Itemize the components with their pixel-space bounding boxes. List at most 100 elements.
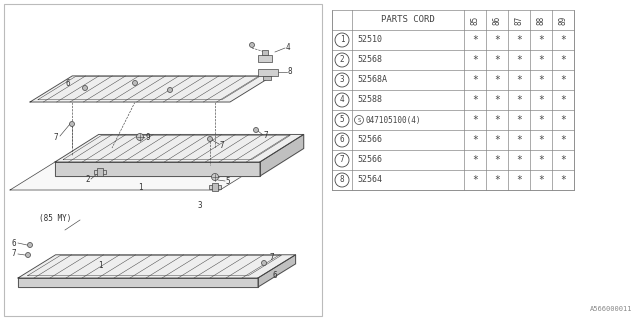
Text: *: * (538, 75, 544, 85)
Text: 7: 7 (340, 156, 344, 164)
Text: *: * (516, 95, 522, 105)
Circle shape (136, 133, 143, 140)
Polygon shape (258, 255, 296, 287)
Polygon shape (55, 134, 304, 162)
Bar (212, 183, 218, 191)
Text: 8: 8 (340, 175, 344, 185)
Text: PARTS CORD: PARTS CORD (381, 15, 435, 25)
Bar (209, 185, 221, 189)
Text: 1: 1 (340, 36, 344, 44)
Text: *: * (494, 95, 500, 105)
Circle shape (211, 173, 218, 180)
Text: *: * (516, 155, 522, 165)
Polygon shape (260, 134, 304, 176)
Bar (258, 55, 272, 62)
Text: 52568A: 52568A (357, 76, 387, 84)
Text: *: * (494, 175, 500, 185)
Text: *: * (472, 155, 478, 165)
Text: *: * (538, 35, 544, 45)
Text: *: * (538, 115, 544, 125)
Text: 9: 9 (146, 133, 150, 142)
Text: *: * (560, 75, 566, 85)
Text: 6: 6 (12, 238, 16, 247)
Text: *: * (560, 135, 566, 145)
Text: 4: 4 (340, 95, 344, 105)
Text: *: * (516, 135, 522, 145)
Text: 52588: 52588 (357, 95, 382, 105)
Text: 6: 6 (273, 270, 277, 279)
Text: *: * (560, 155, 566, 165)
Text: *: * (516, 175, 522, 185)
Text: *: * (560, 95, 566, 105)
Bar (258, 69, 278, 76)
Polygon shape (18, 255, 296, 278)
Text: *: * (538, 175, 544, 185)
Bar (262, 50, 268, 55)
Text: *: * (472, 95, 478, 105)
Text: *: * (560, 35, 566, 45)
Polygon shape (10, 158, 272, 190)
Text: A566000011: A566000011 (589, 306, 632, 312)
Text: *: * (494, 115, 500, 125)
Text: *: * (472, 135, 478, 145)
Text: 5: 5 (226, 177, 230, 186)
Circle shape (253, 127, 259, 132)
Circle shape (132, 81, 138, 85)
Text: *: * (538, 95, 544, 105)
Text: *: * (472, 75, 478, 85)
Text: 52568: 52568 (357, 55, 382, 65)
Text: (85 MY): (85 MY) (39, 213, 71, 222)
Bar (94, 170, 106, 174)
Text: *: * (494, 75, 500, 85)
Text: *: * (472, 175, 478, 185)
Circle shape (262, 260, 266, 266)
Text: 2: 2 (340, 55, 344, 65)
Text: 89: 89 (559, 15, 568, 25)
Text: *: * (494, 35, 500, 45)
Bar (97, 168, 103, 176)
Text: *: * (494, 155, 500, 165)
Text: 8: 8 (288, 68, 292, 76)
Text: 52510: 52510 (357, 36, 382, 44)
Text: 2: 2 (86, 175, 90, 185)
Text: 87: 87 (515, 15, 524, 25)
Bar (263, 76, 271, 80)
Text: *: * (516, 35, 522, 45)
Text: *: * (538, 155, 544, 165)
Text: 7: 7 (12, 250, 16, 259)
Text: 7: 7 (54, 132, 58, 141)
Circle shape (70, 122, 74, 126)
Text: S: S (357, 117, 360, 123)
Circle shape (26, 252, 31, 258)
Text: 1: 1 (98, 260, 102, 269)
Text: 3: 3 (198, 201, 202, 210)
Text: 52566: 52566 (357, 156, 382, 164)
Polygon shape (18, 278, 258, 287)
Circle shape (250, 43, 255, 47)
Text: *: * (516, 115, 522, 125)
Text: *: * (560, 55, 566, 65)
Text: 7: 7 (220, 140, 224, 149)
Text: *: * (516, 75, 522, 85)
Bar (332, 10, 574, 190)
Text: 7: 7 (269, 253, 275, 262)
Text: 85: 85 (470, 15, 479, 25)
Text: 6: 6 (66, 79, 70, 89)
Text: 4: 4 (285, 44, 291, 52)
Text: 52564: 52564 (357, 175, 382, 185)
Text: *: * (494, 135, 500, 145)
Text: 86: 86 (493, 15, 502, 25)
Text: 5: 5 (340, 116, 344, 124)
Text: 7: 7 (264, 132, 268, 140)
Circle shape (168, 87, 173, 92)
Text: *: * (516, 55, 522, 65)
Circle shape (207, 137, 212, 141)
Polygon shape (55, 162, 260, 176)
Text: 3: 3 (340, 76, 344, 84)
Bar (4, 4, 322, 316)
Text: 047105100(4): 047105100(4) (366, 116, 422, 124)
Text: 88: 88 (536, 15, 545, 25)
Text: 1: 1 (138, 183, 142, 193)
Text: *: * (472, 55, 478, 65)
Circle shape (83, 85, 88, 91)
